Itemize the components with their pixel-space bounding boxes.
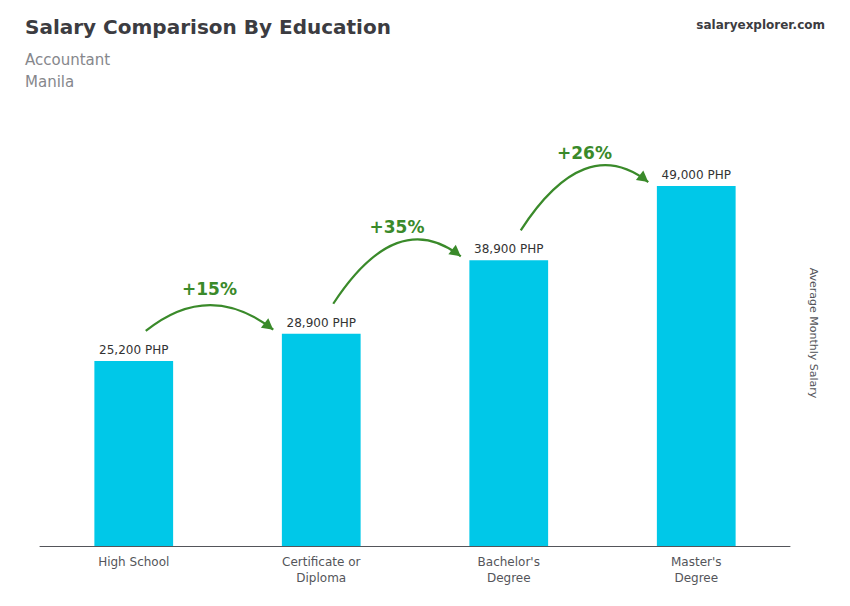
svg-text:28,900 PHP: 28,900 PHP: [287, 316, 356, 330]
svg-text:38,900 PHP: 38,900 PHP: [474, 242, 543, 256]
svg-text:Bachelor's: Bachelor's: [478, 555, 540, 569]
svg-text:+35%: +35%: [370, 217, 425, 237]
svg-text:Diploma: Diploma: [296, 571, 346, 585]
svg-text:Accountant: Accountant: [25, 51, 110, 69]
svg-text:salaryexplorer.com: salaryexplorer.com: [696, 18, 825, 32]
svg-text:Master's: Master's: [671, 555, 722, 569]
svg-text:Average Monthly Salary: Average Monthly Salary: [807, 268, 820, 399]
svg-text:Degree: Degree: [674, 571, 718, 585]
svg-text:Manila: Manila: [25, 73, 74, 91]
svg-text:Salary Comparison By Education: Salary Comparison By Education: [25, 15, 391, 39]
svg-text:+26%: +26%: [557, 143, 612, 163]
svg-text:High School: High School: [98, 555, 169, 569]
svg-text:Degree: Degree: [487, 571, 531, 585]
svg-text:25,200 PHP: 25,200 PHP: [99, 343, 168, 357]
svg-text:Certificate or: Certificate or: [282, 555, 360, 569]
svg-text:49,000 PHP: 49,000 PHP: [662, 168, 731, 182]
svg-text:+15%: +15%: [182, 279, 237, 299]
